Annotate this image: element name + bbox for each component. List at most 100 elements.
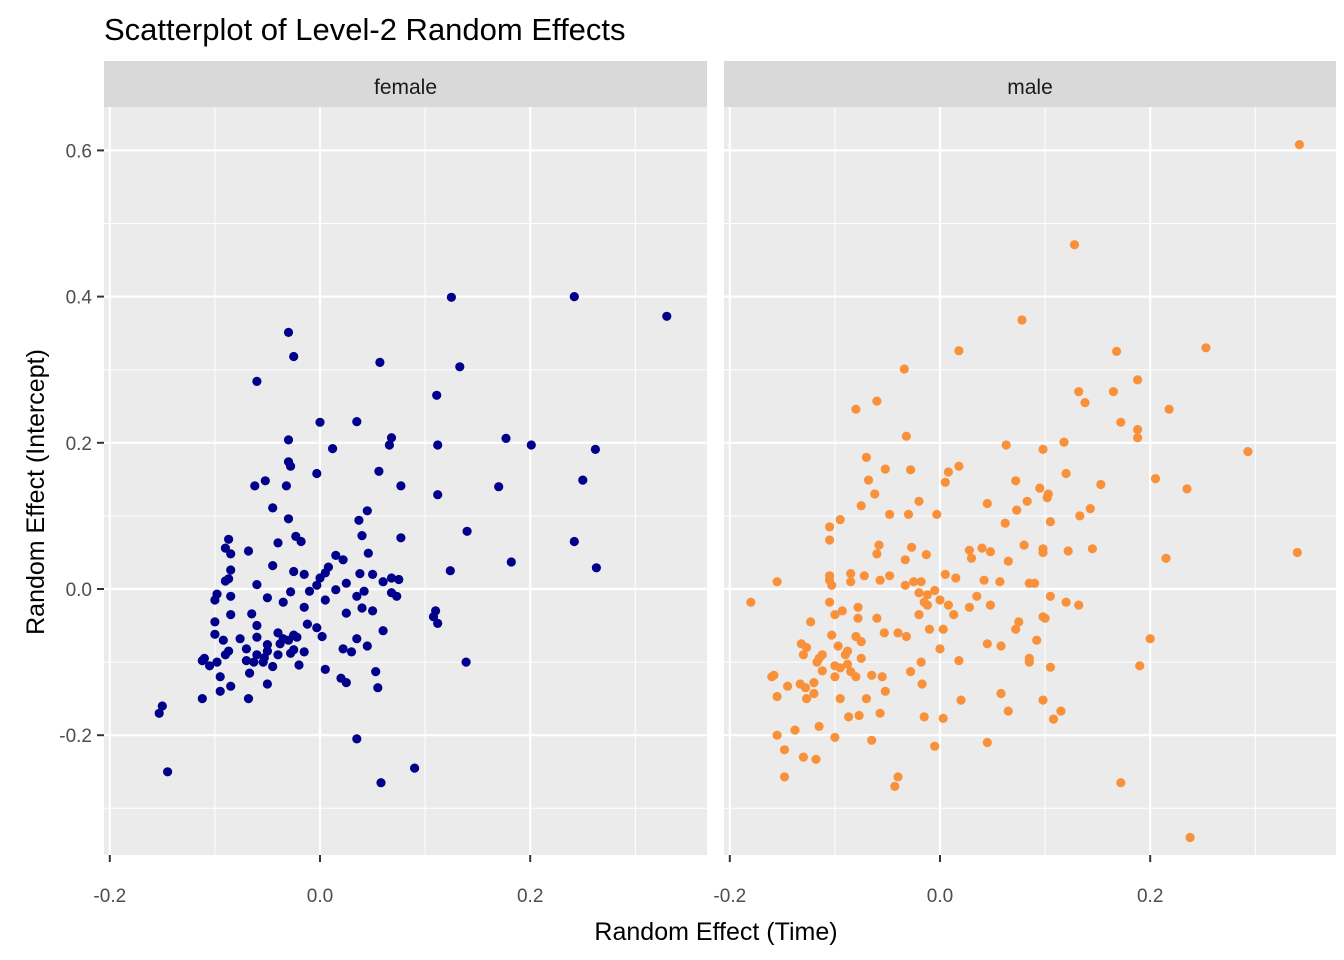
data-point xyxy=(1059,437,1069,447)
data-point xyxy=(877,672,887,682)
data-point xyxy=(1075,511,1085,521)
data-point xyxy=(294,660,304,670)
data-point xyxy=(197,656,207,666)
data-point xyxy=(352,734,362,744)
data-point xyxy=(386,433,397,443)
data-point xyxy=(252,632,262,642)
data-point xyxy=(1042,493,1052,503)
data-point xyxy=(210,595,220,605)
data-point xyxy=(220,576,230,586)
data-point xyxy=(352,417,362,427)
data-point xyxy=(982,737,992,748)
x-axis-title: Random Effect (Time) xyxy=(594,918,837,946)
data-point xyxy=(331,550,341,561)
data-point xyxy=(825,597,835,607)
data-point xyxy=(801,642,812,653)
data-point xyxy=(1201,343,1211,353)
data-point xyxy=(943,467,954,477)
data-point xyxy=(320,595,330,605)
data-point xyxy=(1048,714,1059,724)
data-point xyxy=(445,566,455,576)
data-point xyxy=(396,533,406,543)
data-point xyxy=(1074,600,1084,610)
data-point xyxy=(226,565,236,575)
data-point xyxy=(1133,375,1143,385)
data-point xyxy=(932,509,942,519)
data-point xyxy=(817,666,827,676)
data-point xyxy=(872,613,882,623)
data-point xyxy=(856,501,866,511)
data-point xyxy=(283,327,294,337)
data-point xyxy=(809,688,819,699)
data-point xyxy=(924,624,935,634)
data-point xyxy=(1161,553,1171,563)
data-point xyxy=(210,617,220,627)
data-point xyxy=(811,754,821,764)
data-point xyxy=(283,435,294,445)
data-point xyxy=(394,574,404,585)
data-point xyxy=(940,569,950,580)
data-point xyxy=(880,686,890,696)
data-point xyxy=(874,540,884,550)
data-point xyxy=(853,613,863,623)
data-point xyxy=(835,694,845,704)
panel-background xyxy=(104,107,707,855)
x-tick-label: 0.0 xyxy=(927,886,953,907)
data-point xyxy=(1133,425,1143,435)
data-point xyxy=(1024,578,1034,588)
data-point xyxy=(392,591,402,601)
data-point xyxy=(252,620,262,631)
data-point xyxy=(1069,240,1080,250)
data-point xyxy=(922,590,933,600)
data-point xyxy=(779,772,790,782)
data-point xyxy=(900,555,910,565)
point-series-female xyxy=(154,292,672,788)
y-tick-label: 0.6 xyxy=(66,141,92,162)
data-point xyxy=(352,591,362,601)
data-point xyxy=(226,591,236,601)
data-point xyxy=(157,701,167,711)
data-point xyxy=(840,650,851,660)
data-point xyxy=(1011,624,1021,634)
data-point xyxy=(354,515,364,525)
data-point xyxy=(899,364,909,374)
data-point xyxy=(982,498,992,509)
data-point xyxy=(935,644,945,654)
data-point xyxy=(938,713,948,724)
data-point xyxy=(814,721,824,732)
data-point xyxy=(1019,540,1029,550)
data-point xyxy=(362,506,372,516)
data-point xyxy=(854,710,864,721)
y-tick-label: 0.4 xyxy=(66,288,93,309)
data-point xyxy=(341,608,351,618)
data-point xyxy=(569,292,579,302)
data-point xyxy=(996,688,1006,699)
data-point xyxy=(977,543,987,553)
data-point xyxy=(292,632,302,642)
data-point xyxy=(662,311,672,321)
data-point xyxy=(837,606,847,616)
y-tick-label: 0.2 xyxy=(66,434,92,455)
data-point xyxy=(304,586,315,596)
data-point xyxy=(224,534,234,544)
data-point xyxy=(286,461,296,471)
data-point xyxy=(1087,544,1097,554)
data-point xyxy=(220,543,230,553)
y-axis: -0.2 0.0 0.2 0.4 0.6 xyxy=(59,141,104,747)
data-point xyxy=(943,600,954,610)
data-point xyxy=(956,695,966,705)
data-point xyxy=(215,672,225,682)
data-point xyxy=(844,712,854,722)
data-point xyxy=(903,509,914,519)
data-point xyxy=(861,452,872,462)
data-point xyxy=(916,657,926,667)
x-tick-label: 0.0 xyxy=(307,886,333,907)
data-point xyxy=(827,580,837,590)
data-point xyxy=(226,610,236,620)
data-point xyxy=(1022,496,1032,506)
data-point xyxy=(341,678,351,688)
data-point xyxy=(985,547,996,557)
data-point xyxy=(428,612,439,622)
data-point xyxy=(494,482,504,492)
data-point xyxy=(299,647,309,657)
